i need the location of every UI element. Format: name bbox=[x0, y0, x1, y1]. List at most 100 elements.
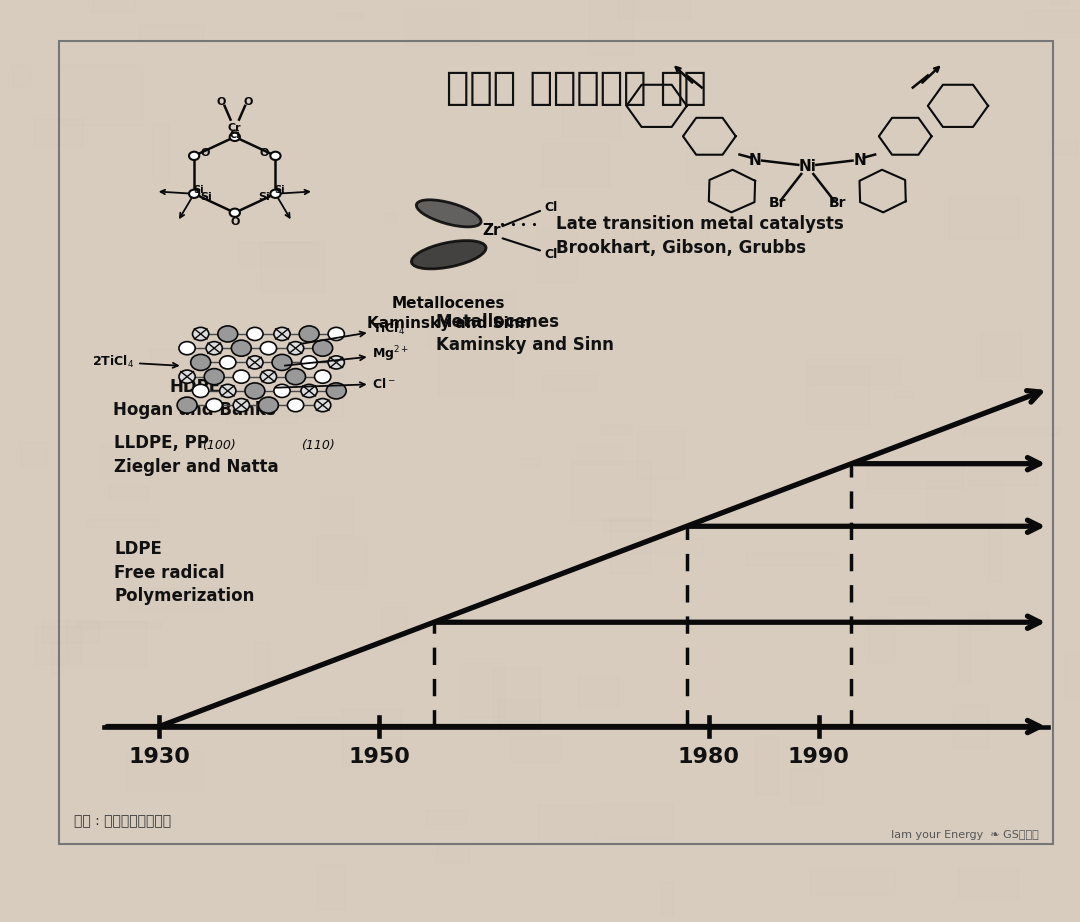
Text: N: N bbox=[853, 153, 866, 168]
Text: Metallocenes
Kaminsky and Sinn: Metallocenes Kaminsky and Sinn bbox=[367, 296, 530, 331]
Bar bbox=[437, 348, 512, 396]
Bar bbox=[968, 611, 988, 629]
Text: (100): (100) bbox=[202, 439, 235, 452]
Bar bbox=[538, 805, 595, 842]
Circle shape bbox=[230, 133, 240, 141]
Bar bbox=[958, 194, 1024, 203]
Bar bbox=[81, 748, 111, 769]
Bar bbox=[603, 520, 692, 531]
Bar bbox=[238, 242, 319, 266]
Bar bbox=[958, 868, 1018, 896]
Circle shape bbox=[326, 383, 347, 399]
Bar bbox=[791, 767, 823, 804]
Bar bbox=[562, 100, 620, 136]
Bar bbox=[599, 803, 673, 838]
Bar bbox=[77, 622, 161, 628]
Bar bbox=[687, 148, 757, 183]
Bar bbox=[270, 374, 342, 416]
Bar bbox=[984, 119, 1077, 163]
Text: 1990: 1990 bbox=[787, 747, 850, 767]
Bar bbox=[42, 620, 99, 643]
Circle shape bbox=[219, 384, 235, 397]
Text: Zr: Zr bbox=[482, 223, 501, 238]
Bar bbox=[806, 359, 900, 384]
Bar bbox=[355, 329, 387, 338]
Circle shape bbox=[189, 190, 199, 198]
Text: LLDPE, PP
Ziegler and Natta: LLDPE, PP Ziegler and Natta bbox=[114, 434, 279, 476]
Ellipse shape bbox=[417, 200, 481, 227]
Bar bbox=[807, 845, 840, 888]
Text: HDPE
Hogan and Banks: HDPE Hogan and Banks bbox=[113, 378, 276, 420]
Bar bbox=[947, 195, 1018, 239]
Circle shape bbox=[219, 356, 235, 369]
Bar bbox=[746, 553, 838, 565]
Text: O: O bbox=[230, 217, 240, 227]
Text: Si: Si bbox=[258, 192, 270, 202]
Circle shape bbox=[206, 342, 222, 355]
Circle shape bbox=[258, 397, 279, 413]
Bar bbox=[558, 271, 607, 316]
Text: Br: Br bbox=[768, 196, 786, 210]
Text: Iam your Energy  ❧ GS컨텍스: Iam your Energy ❧ GS컨텍스 bbox=[891, 830, 1038, 840]
Circle shape bbox=[177, 397, 197, 413]
Bar bbox=[969, 471, 1037, 485]
Circle shape bbox=[191, 354, 211, 371]
Circle shape bbox=[246, 327, 264, 340]
Bar bbox=[927, 480, 1002, 526]
Bar bbox=[542, 143, 609, 186]
Bar bbox=[381, 607, 406, 641]
Bar bbox=[981, 333, 1022, 376]
Bar bbox=[436, 844, 469, 862]
Bar bbox=[130, 588, 221, 610]
Bar bbox=[632, 227, 708, 253]
Text: N: N bbox=[748, 153, 761, 168]
Bar bbox=[570, 461, 651, 520]
Circle shape bbox=[179, 370, 195, 384]
Bar bbox=[954, 704, 988, 748]
Bar bbox=[876, 0, 900, 12]
Bar bbox=[103, 538, 172, 580]
Bar bbox=[230, 773, 242, 797]
Bar bbox=[76, 705, 145, 729]
Bar bbox=[867, 616, 894, 662]
Circle shape bbox=[245, 383, 265, 399]
Bar bbox=[859, 663, 907, 672]
Bar bbox=[296, 717, 339, 724]
Text: O: O bbox=[216, 98, 226, 107]
Bar bbox=[522, 457, 539, 467]
Bar bbox=[637, 431, 685, 479]
Bar bbox=[429, 291, 514, 349]
Bar bbox=[580, 23, 610, 70]
Bar bbox=[503, 384, 539, 421]
Bar bbox=[60, 65, 141, 124]
Bar bbox=[51, 642, 64, 674]
Circle shape bbox=[301, 384, 318, 397]
Text: Si: Si bbox=[200, 192, 212, 202]
Bar bbox=[33, 119, 83, 146]
Bar bbox=[12, 65, 30, 88]
Bar bbox=[631, 71, 646, 91]
Bar bbox=[1048, 140, 1077, 155]
Bar bbox=[723, 330, 766, 386]
Circle shape bbox=[192, 327, 208, 340]
Bar bbox=[260, 242, 324, 292]
Text: Cr: Cr bbox=[228, 123, 242, 133]
Bar bbox=[578, 676, 619, 707]
Ellipse shape bbox=[411, 241, 486, 269]
Circle shape bbox=[328, 327, 345, 340]
Circle shape bbox=[233, 398, 249, 412]
Bar bbox=[599, 424, 632, 433]
Text: O: O bbox=[244, 98, 253, 107]
Bar bbox=[152, 124, 170, 183]
Bar bbox=[618, 154, 632, 213]
Circle shape bbox=[189, 152, 199, 160]
Circle shape bbox=[270, 152, 281, 160]
Circle shape bbox=[206, 398, 222, 412]
Text: Ni: Ni bbox=[798, 160, 816, 174]
Circle shape bbox=[218, 325, 238, 342]
Circle shape bbox=[274, 327, 291, 340]
Bar bbox=[384, 212, 396, 223]
Bar bbox=[342, 709, 401, 766]
Bar bbox=[19, 442, 45, 467]
Circle shape bbox=[301, 356, 318, 369]
